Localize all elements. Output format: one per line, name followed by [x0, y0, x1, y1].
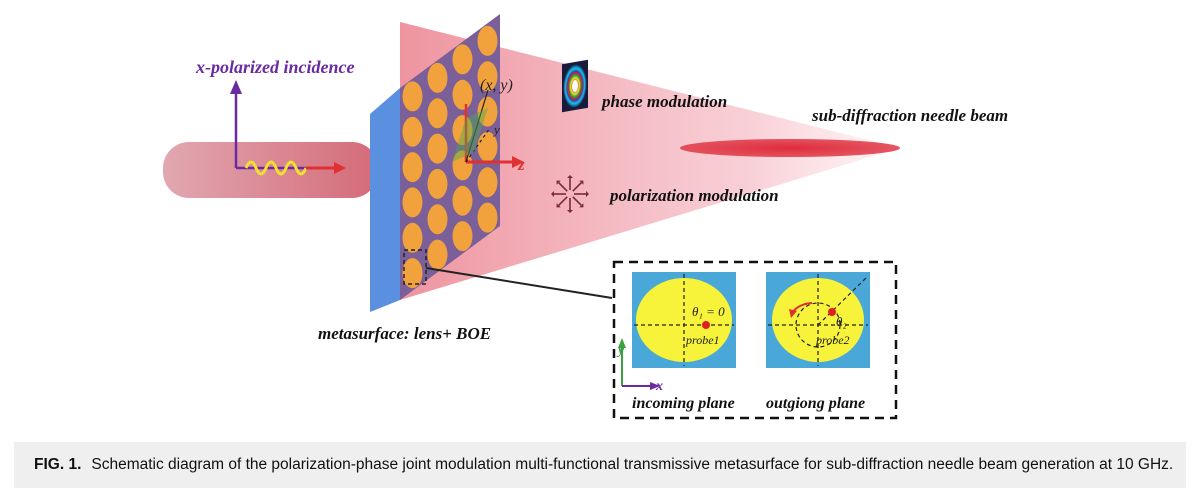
polarization-arrow — [572, 196, 582, 206]
unit-cell — [452, 79, 473, 110]
phase-spiral-icon — [562, 59, 588, 113]
unit-cell — [477, 167, 498, 198]
polarization-arrow — [558, 196, 568, 206]
unit-cell — [427, 239, 448, 270]
unit-cell — [402, 187, 423, 218]
incident-wave — [244, 160, 308, 176]
unit-cell — [402, 81, 423, 112]
unit-cell-grid — [402, 25, 498, 289]
propagation-arrowhead — [334, 162, 346, 174]
local-z-arrowhead — [512, 156, 524, 168]
inset-x-arrowhead — [650, 382, 660, 390]
incidence-label: x-polarized incidence — [195, 57, 354, 77]
polarization-arrowhead — [586, 191, 589, 197]
metasurface-schematic: (x, y) y z x-polarized incidence phase m… — [163, 14, 1008, 420]
probe1-label: probe1 — [685, 333, 720, 347]
incoming-plane-label: incoming plane — [632, 395, 735, 412]
local-y-label: y — [492, 122, 500, 137]
rotation-arrowhead — [789, 309, 797, 318]
unit-cell — [477, 25, 498, 56]
polarization-label: polarization modulation — [608, 186, 779, 205]
metasurface-panel-side — [370, 88, 400, 312]
unit-cell — [452, 44, 473, 75]
incidence-x-arrowhead — [230, 80, 242, 94]
inset-y-arrowhead — [618, 338, 626, 348]
unit-cell — [477, 61, 498, 92]
unit-cell — [427, 133, 448, 164]
metasurface-label: metasurface: lens+ BOE — [318, 324, 491, 343]
outgoing-diagonal — [817, 275, 869, 326]
unit-cell — [402, 222, 423, 253]
caption-figure-number: FIG. 1. — [34, 456, 82, 473]
incoming-beam — [163, 142, 378, 198]
local-plane-wedge — [452, 108, 488, 162]
outgoing-rotation-circle — [795, 302, 841, 348]
polarization-arrowhead — [551, 191, 554, 197]
unit-cell — [452, 115, 473, 146]
inset-x-label: x — [655, 379, 663, 394]
polarization-arrowhead — [567, 175, 573, 178]
unit-cell-marker — [403, 249, 427, 285]
unit-cell — [477, 131, 498, 162]
unit-cell — [452, 221, 473, 252]
polarization-arrowhead — [567, 210, 573, 213]
unit-cell — [402, 152, 423, 183]
leader-line — [425, 267, 613, 299]
phase-label: phase modulation — [600, 92, 727, 111]
metasurface-panel-front — [400, 14, 500, 300]
unit-cell — [427, 98, 448, 129]
unit-cell — [402, 116, 423, 147]
probe2-point — [828, 308, 836, 316]
z-axis-label: z — [517, 155, 525, 174]
unit-cell — [477, 96, 498, 127]
theta2-label: θ₂ — [836, 314, 847, 329]
unit-cell — [427, 204, 448, 235]
polarization-arrow — [572, 182, 582, 192]
unit-cell — [452, 185, 473, 216]
outgoing-plane-label: outgiong plane — [766, 395, 865, 412]
figure-caption: FIG. 1. Schematic diagram of the polariz… — [14, 442, 1186, 488]
local-y-dash — [465, 127, 491, 163]
probe2-label: probe2 — [815, 333, 850, 347]
theta1-label: θ₁ = 0 — [692, 304, 725, 319]
needle-beam — [680, 139, 900, 157]
position-vector — [465, 89, 489, 163]
polarization-arrow — [558, 182, 568, 192]
unit-cell — [427, 62, 448, 93]
needle-label: sub-diffraction needle beam — [811, 106, 1008, 125]
inset-y-label: y — [616, 343, 625, 358]
coord-label: (x, y) — [480, 77, 513, 94]
output-cone — [400, 22, 900, 300]
caption-text: Schematic diagram of the polarization-ph… — [91, 456, 1174, 473]
unit-cell — [427, 168, 448, 199]
unit-cell — [477, 202, 498, 233]
unit-cell — [402, 258, 423, 289]
probe1-point — [702, 321, 710, 329]
